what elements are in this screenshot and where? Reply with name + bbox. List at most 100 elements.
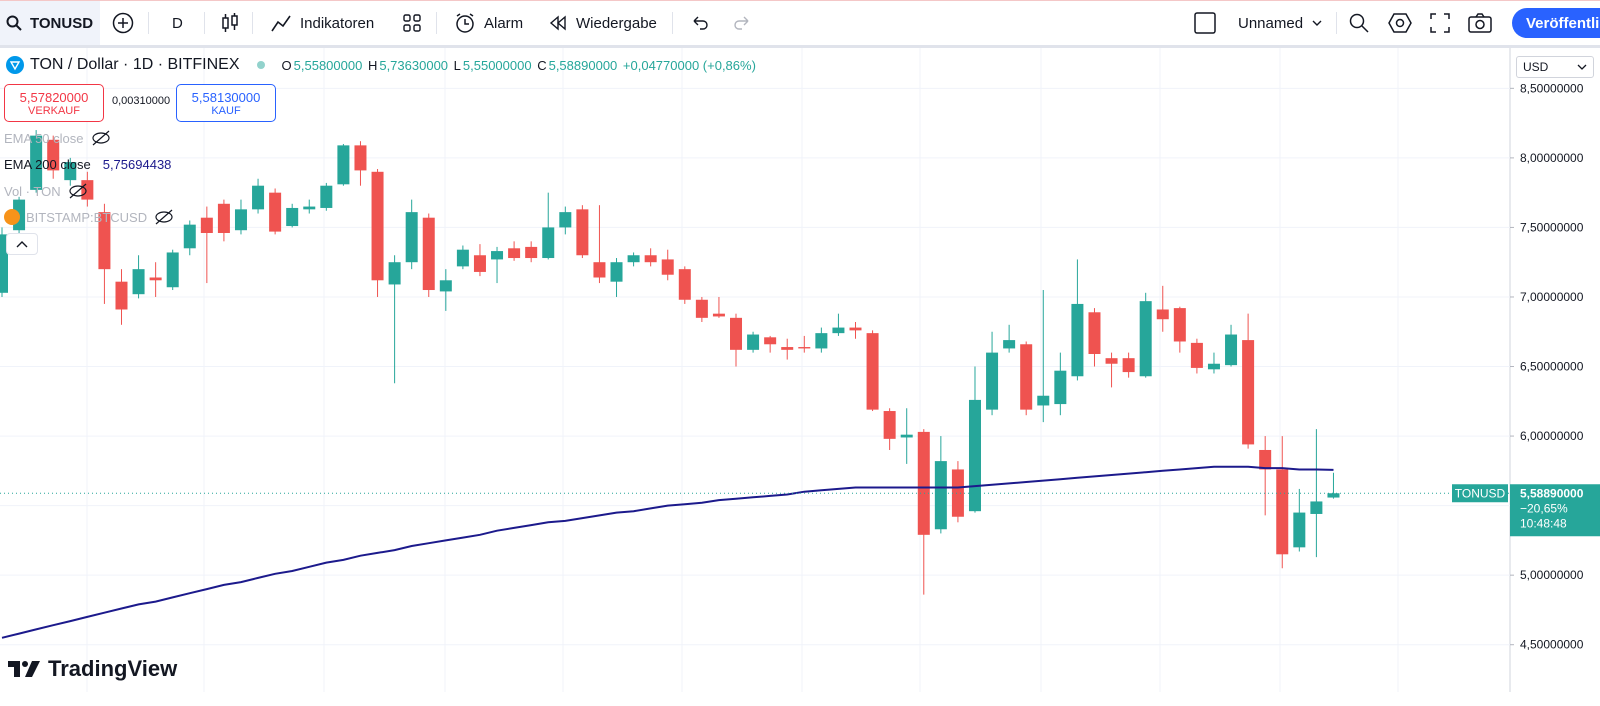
add-symbol[interactable]	[112, 1, 134, 45]
layouts-button[interactable]	[402, 1, 422, 45]
snapshot-icon[interactable]	[1468, 13, 1492, 33]
candle-body	[781, 347, 794, 350]
candle-body	[576, 209, 589, 256]
candle-icon	[222, 13, 238, 32]
candle-body	[917, 431, 930, 535]
undo-button[interactable]	[690, 1, 710, 45]
candle-body	[1122, 358, 1135, 373]
hidden-icon[interactable]	[153, 209, 175, 225]
replay-button[interactable]: Wiedergabe	[548, 1, 657, 45]
candle-body	[559, 212, 572, 228]
candle-body	[815, 333, 828, 349]
candle-body	[627, 255, 640, 263]
symbol-tag-label: TONUSD	[1455, 486, 1506, 500]
candle-body	[47, 139, 60, 171]
last-price: 5,58890000	[1520, 486, 1584, 500]
grid-icon	[403, 14, 421, 32]
candle-body	[644, 255, 657, 263]
hidden-icon[interactable]	[67, 183, 89, 199]
candle-body	[303, 206, 316, 210]
logo-mark	[8, 661, 40, 677]
y-tick-label: 7,50000000	[1520, 220, 1584, 234]
currency: USD	[1523, 60, 1549, 74]
candle-body	[1173, 308, 1186, 342]
redo-button[interactable]	[732, 1, 752, 45]
separator	[672, 12, 673, 34]
countdown: 10:48:48	[1520, 516, 1567, 530]
interval[interactable]: D	[172, 1, 183, 45]
replay-label: Wiedergabe	[576, 14, 657, 32]
candle-body	[1054, 370, 1067, 405]
currency-select[interactable]: USD	[1516, 56, 1594, 78]
alert-label: Alarm	[484, 14, 524, 32]
candle-body	[508, 248, 521, 259]
buy-button[interactable]: 5,58130000 KAUF	[176, 84, 276, 122]
candle-body	[320, 185, 333, 208]
ema-line	[1, 465, 1334, 639]
candle-body	[456, 249, 469, 267]
compare-row: BITSTAMP:BTCUSD	[4, 209, 175, 225]
settings-icon[interactable]	[1388, 12, 1412, 34]
indicators-label: Indikatoren	[300, 14, 375, 32]
candle-body	[234, 209, 247, 231]
ema50-row: EMA 50 close	[4, 130, 112, 146]
candle-body	[252, 185, 265, 210]
candle-body	[64, 162, 77, 181]
candle-body	[542, 227, 555, 259]
candle-body	[1139, 301, 1152, 377]
separator	[1336, 12, 1337, 34]
fullscreen-icon[interactable]	[1430, 13, 1450, 33]
replay-icon	[549, 15, 566, 31]
candle-body	[30, 135, 43, 190]
publish-button[interactable]: Veröffentlichen	[1512, 8, 1600, 38]
symbol-search[interactable]: TONUSD	[0, 1, 100, 45]
low-label: L	[453, 57, 461, 73]
last-change: −20,65%	[1520, 501, 1568, 515]
toolbar: TONUSD D Indikatoren Alarm Wiedergabe Un…	[0, 0, 1600, 48]
layout-menu[interactable]: Unnamed	[1194, 1, 1323, 45]
plus-icon	[112, 12, 134, 34]
compare-label: BITSTAMP:BTCUSD	[26, 209, 148, 225]
candle-body	[98, 212, 111, 270]
buy-price: 5,58130000	[191, 89, 261, 105]
high-label: H	[367, 57, 378, 73]
candle-body	[1071, 303, 1084, 377]
candle-body	[712, 313, 725, 317]
quick-search-icon[interactable]	[1348, 12, 1370, 34]
candle-body	[354, 145, 367, 171]
undo-icon	[693, 16, 708, 30]
legend-header: TON / Dollar · 1D · BITFINEX O 5,55800000…	[6, 52, 758, 78]
ema200-value: 5,75694438	[102, 157, 172, 172]
separator	[436, 12, 437, 34]
candle-body	[1105, 358, 1118, 364]
alert-button[interactable]: Alarm	[454, 1, 523, 45]
collapse-legend[interactable]	[6, 233, 38, 255]
candle-body	[1225, 334, 1238, 366]
hidden-icon[interactable]	[90, 130, 112, 146]
ohlc: O 5,55800000 H 5,73630000 L 5,55000000 C 5,5…	[282, 58, 758, 73]
candle-body	[1327, 493, 1340, 498]
candle-body	[1259, 449, 1272, 470]
candle-body	[866, 333, 879, 410]
indicators-button[interactable]: Indikatoren	[270, 1, 374, 45]
chevron-up	[16, 241, 28, 248]
layout-icon	[1194, 12, 1216, 34]
y-tick-label: 7,00000000	[1520, 290, 1584, 304]
candle-body	[217, 203, 230, 233]
candle-body	[286, 207, 299, 227]
candle-body	[1276, 469, 1289, 555]
candle-body	[1242, 340, 1255, 445]
sell-button[interactable]: 5,57820000 VERKAUF	[4, 84, 104, 122]
candle-body	[371, 171, 384, 281]
candle-body	[1293, 512, 1306, 548]
candle-body	[132, 269, 145, 295]
candle-body	[695, 299, 708, 318]
change-value: +0,04770000 (+0,86%)	[622, 57, 756, 73]
candle-body	[968, 399, 981, 512]
candle-body	[1156, 309, 1169, 320]
candle-body	[183, 224, 196, 249]
open-value: 5,55800000	[293, 57, 363, 73]
chart-type[interactable]	[220, 1, 240, 45]
search-icon	[6, 15, 22, 31]
